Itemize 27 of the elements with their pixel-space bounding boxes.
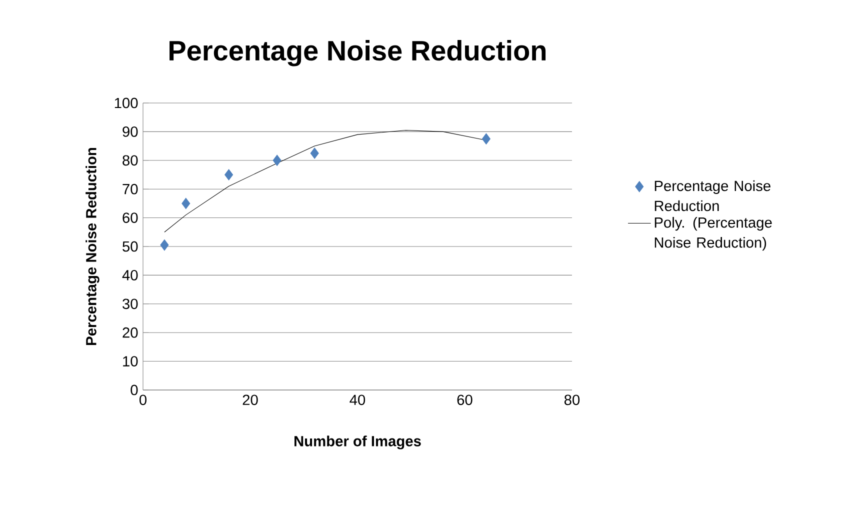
legend-label: Percentage Noise Reduction: [654, 180, 770, 212]
y-tick-label: 30: [122, 298, 138, 310]
x-tick-label: 80: [564, 394, 580, 406]
point: [272, 154, 282, 166]
point: [224, 169, 234, 180]
point: [310, 148, 319, 159]
y-tick-label: 20: [122, 327, 138, 338]
y-tick-label: 80: [122, 155, 138, 166]
x-axis-title: Number of Images: [294, 436, 421, 450]
chart-title: Percentage Noise Reduction: [170, 40, 546, 66]
point: [160, 239, 169, 251]
y-tick-label: 50: [122, 241, 138, 252]
y-axis-title: Percentage Noise Reduction: [86, 148, 100, 345]
y-tick-label: 0: [130, 384, 138, 396]
legend-label: Poly. (Percentage Noise Reduction): [654, 216, 772, 251]
y-tick-label: 70: [122, 184, 138, 194]
x-tick-label: 60: [457, 394, 472, 406]
x-tick-label: 40: [350, 394, 366, 406]
point: [182, 198, 190, 210]
x-tick-label: 20: [242, 394, 258, 406]
point: [482, 133, 490, 144]
x-tick-label: 0: [139, 394, 146, 406]
y-tick-label: 10: [123, 356, 138, 366]
y-tick-label: 60: [122, 212, 138, 223]
y-tick-label: 90: [122, 126, 138, 137]
y-tick-label: 40: [122, 270, 138, 280]
y-tick-label: 100: [114, 98, 138, 108]
